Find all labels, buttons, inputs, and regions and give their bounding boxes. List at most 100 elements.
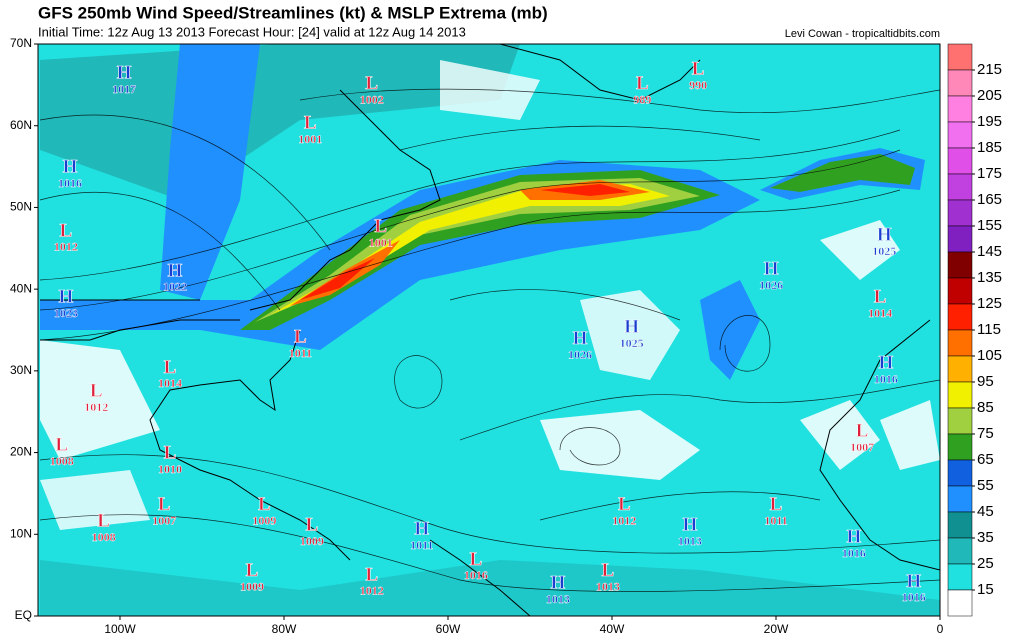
colorbar-label: 65 xyxy=(977,451,994,468)
extremum-letter: H xyxy=(168,260,183,281)
extremum-letter: H xyxy=(764,259,779,280)
extremum-pressure: 1016 xyxy=(842,546,866,560)
x-tick-label: 80W xyxy=(272,622,297,636)
colorbar-box xyxy=(947,537,973,565)
extremum-pressure: 1017 xyxy=(112,82,136,96)
extremum-pressure: 1001 xyxy=(298,132,322,146)
colorbar-label: 115 xyxy=(977,321,1001,338)
extremum-letter: H xyxy=(414,519,429,540)
wind-area xyxy=(40,560,940,616)
extremum-pressure: 1026 xyxy=(568,348,592,362)
y-tick-label: EQ xyxy=(15,608,32,622)
colorbar-box xyxy=(947,225,973,253)
colorbar-box xyxy=(947,199,973,227)
extremum-pressure: 1016 xyxy=(464,568,488,582)
map-title: GFS 250mb Wind Speed/Streamlines (kt) & … xyxy=(38,3,548,22)
colorbar-label: 85 xyxy=(977,399,994,416)
colorbar-label: 25 xyxy=(977,555,994,572)
extremum-pressure: 1010 xyxy=(158,462,182,476)
extremum-pressure: 1001 xyxy=(369,236,393,250)
jet-red xyxy=(540,184,630,196)
extremum-pressure: 1011 xyxy=(764,513,787,527)
extremum-pressure: 1012 xyxy=(54,240,78,254)
wind-area xyxy=(700,280,760,380)
extremum-letter: L xyxy=(692,59,705,80)
x-tick-label: 60W xyxy=(436,622,461,636)
x-tick-label: 40W xyxy=(600,622,625,636)
extremum-letter: L xyxy=(374,216,387,237)
extremum-letter: H xyxy=(878,353,893,374)
coastlines xyxy=(40,44,940,616)
extremum-pressure: 1007 xyxy=(850,440,874,454)
colorbar-box xyxy=(947,121,973,149)
wind-area xyxy=(40,44,520,200)
extremum-letter: L xyxy=(246,560,259,581)
colorbar-label: 15 xyxy=(977,581,994,598)
calm-area xyxy=(880,400,940,470)
extremum-pressure: 1023 xyxy=(54,306,78,320)
extremum-pressure: 1013 xyxy=(546,592,570,606)
calm-area xyxy=(540,410,700,480)
colorbar-box xyxy=(947,459,973,487)
colorbar-label: 95 xyxy=(977,373,994,390)
x-tick-label: 0 xyxy=(937,622,944,636)
extremum-letter: L xyxy=(874,286,887,307)
colorbar-box xyxy=(947,303,973,331)
extremum-letter: L xyxy=(636,73,649,94)
colorbar-box xyxy=(947,511,973,539)
colorbar-label: 155 xyxy=(977,217,1002,234)
calm-area xyxy=(820,220,900,280)
extremum-pressure: 1012 xyxy=(84,400,108,414)
calm-area xyxy=(580,290,680,380)
extremum-letter: H xyxy=(906,571,921,592)
colorbar-label: 185 xyxy=(977,139,1002,156)
colorbar-box xyxy=(947,329,973,357)
jet-red xyxy=(300,258,375,300)
extremum-letter: H xyxy=(63,157,78,178)
colorbar-box xyxy=(947,251,973,279)
extremum-pressure: 1009 xyxy=(300,534,324,548)
map-frame xyxy=(37,43,941,617)
extremum-pressure: 1025 xyxy=(620,336,644,350)
extremum-pressure: 1016 xyxy=(902,590,926,604)
calm-area xyxy=(800,400,880,470)
extremum-letter: L xyxy=(60,220,73,241)
extremum-letter: L xyxy=(365,564,378,585)
extremum-letter: H xyxy=(573,328,588,349)
extremum-pressure: 1011 xyxy=(410,538,433,552)
wind-field xyxy=(38,44,940,616)
extremum-letter: L xyxy=(856,421,869,442)
colorbar-label: 215 xyxy=(977,61,1002,78)
colorbar-box xyxy=(947,563,973,591)
extremum-pressure: 1009 xyxy=(252,513,276,527)
extremum-letter: L xyxy=(164,443,177,464)
x-tick-label: 100W xyxy=(104,622,136,636)
y-tick-label: 40N xyxy=(10,281,32,295)
credit: Levi Cowan - tropicaltidbits.com xyxy=(785,28,940,40)
extremum-pressure: 1013 xyxy=(678,534,702,548)
extremum-letter: L xyxy=(97,510,110,531)
colorbar-box xyxy=(947,173,973,201)
extremum-pressure: 1012 xyxy=(360,584,384,598)
extremum-pressure: 990 xyxy=(689,78,707,92)
colorbar-box xyxy=(947,485,973,513)
extremum-pressure: 1012 xyxy=(612,513,636,527)
extremum-letter: H xyxy=(58,286,73,307)
colorbar-label: 195 xyxy=(977,113,1002,130)
extremum-letter: L xyxy=(306,514,319,535)
extremum-pressure: 1014 xyxy=(868,306,892,320)
colorbar-box xyxy=(947,381,973,409)
extremum-pressure: 1008 xyxy=(50,454,74,468)
colorbar-label: 175 xyxy=(977,165,1002,182)
extremum-letter: L xyxy=(90,380,103,401)
map-subtitle: Initial Time: 12z Aug 13 2013 Forecast H… xyxy=(38,24,466,39)
jet-yellow xyxy=(270,184,670,315)
extremum-pressure: 1014 xyxy=(158,376,182,390)
x-tick-label: 20W xyxy=(764,622,789,636)
colorbar-label: 35 xyxy=(977,529,994,546)
colorbar-label: 145 xyxy=(977,243,1002,260)
colorbar-box xyxy=(947,43,973,71)
wind-area xyxy=(160,44,260,300)
colorbar-label: 55 xyxy=(977,477,994,494)
